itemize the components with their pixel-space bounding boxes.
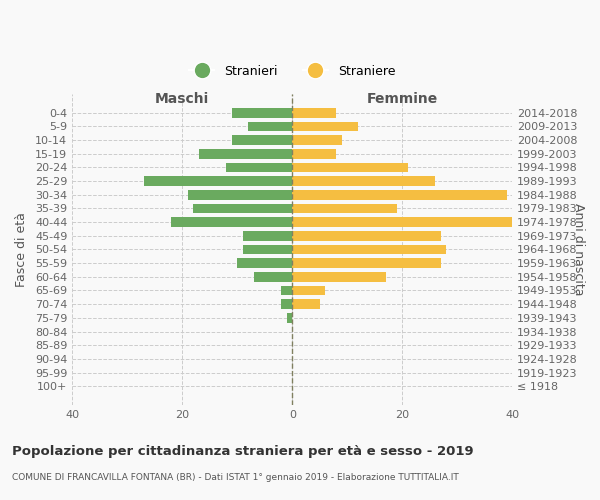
Bar [281,286,292,296]
Bar [193,204,292,213]
Bar [281,300,292,309]
Bar [292,162,408,172]
Bar [248,122,292,131]
Y-axis label: Anni di nascita: Anni di nascita [572,203,585,296]
Bar [232,136,292,145]
Bar [237,258,292,268]
Bar [292,122,358,131]
Text: COMUNE DI FRANCAVILLA FONTANA (BR) - Dati ISTAT 1° gennaio 2019 - Elaborazione T: COMUNE DI FRANCAVILLA FONTANA (BR) - Dat… [12,472,459,482]
Bar [171,218,292,227]
Bar [292,258,441,268]
Bar [292,190,507,200]
Bar [292,272,386,281]
Bar [292,244,446,254]
Text: Femmine: Femmine [367,92,438,106]
Text: Maschi: Maschi [155,92,209,106]
Bar [243,244,292,254]
Bar [243,231,292,240]
Bar [292,231,441,240]
Bar [199,149,292,158]
Bar [292,108,337,118]
Y-axis label: Fasce di età: Fasce di età [15,212,28,287]
Bar [226,162,292,172]
Bar [292,204,397,213]
Bar [287,313,292,322]
Bar [188,190,292,200]
Text: Popolazione per cittadinanza straniera per età e sesso - 2019: Popolazione per cittadinanza straniera p… [12,445,473,458]
Legend: Stranieri, Straniere: Stranieri, Straniere [184,60,400,82]
Bar [254,272,292,281]
Bar [292,218,512,227]
Bar [232,108,292,118]
Bar [292,149,337,158]
Bar [292,136,342,145]
Bar [292,286,325,296]
Bar [144,176,292,186]
Bar [292,176,436,186]
Bar [292,300,320,309]
